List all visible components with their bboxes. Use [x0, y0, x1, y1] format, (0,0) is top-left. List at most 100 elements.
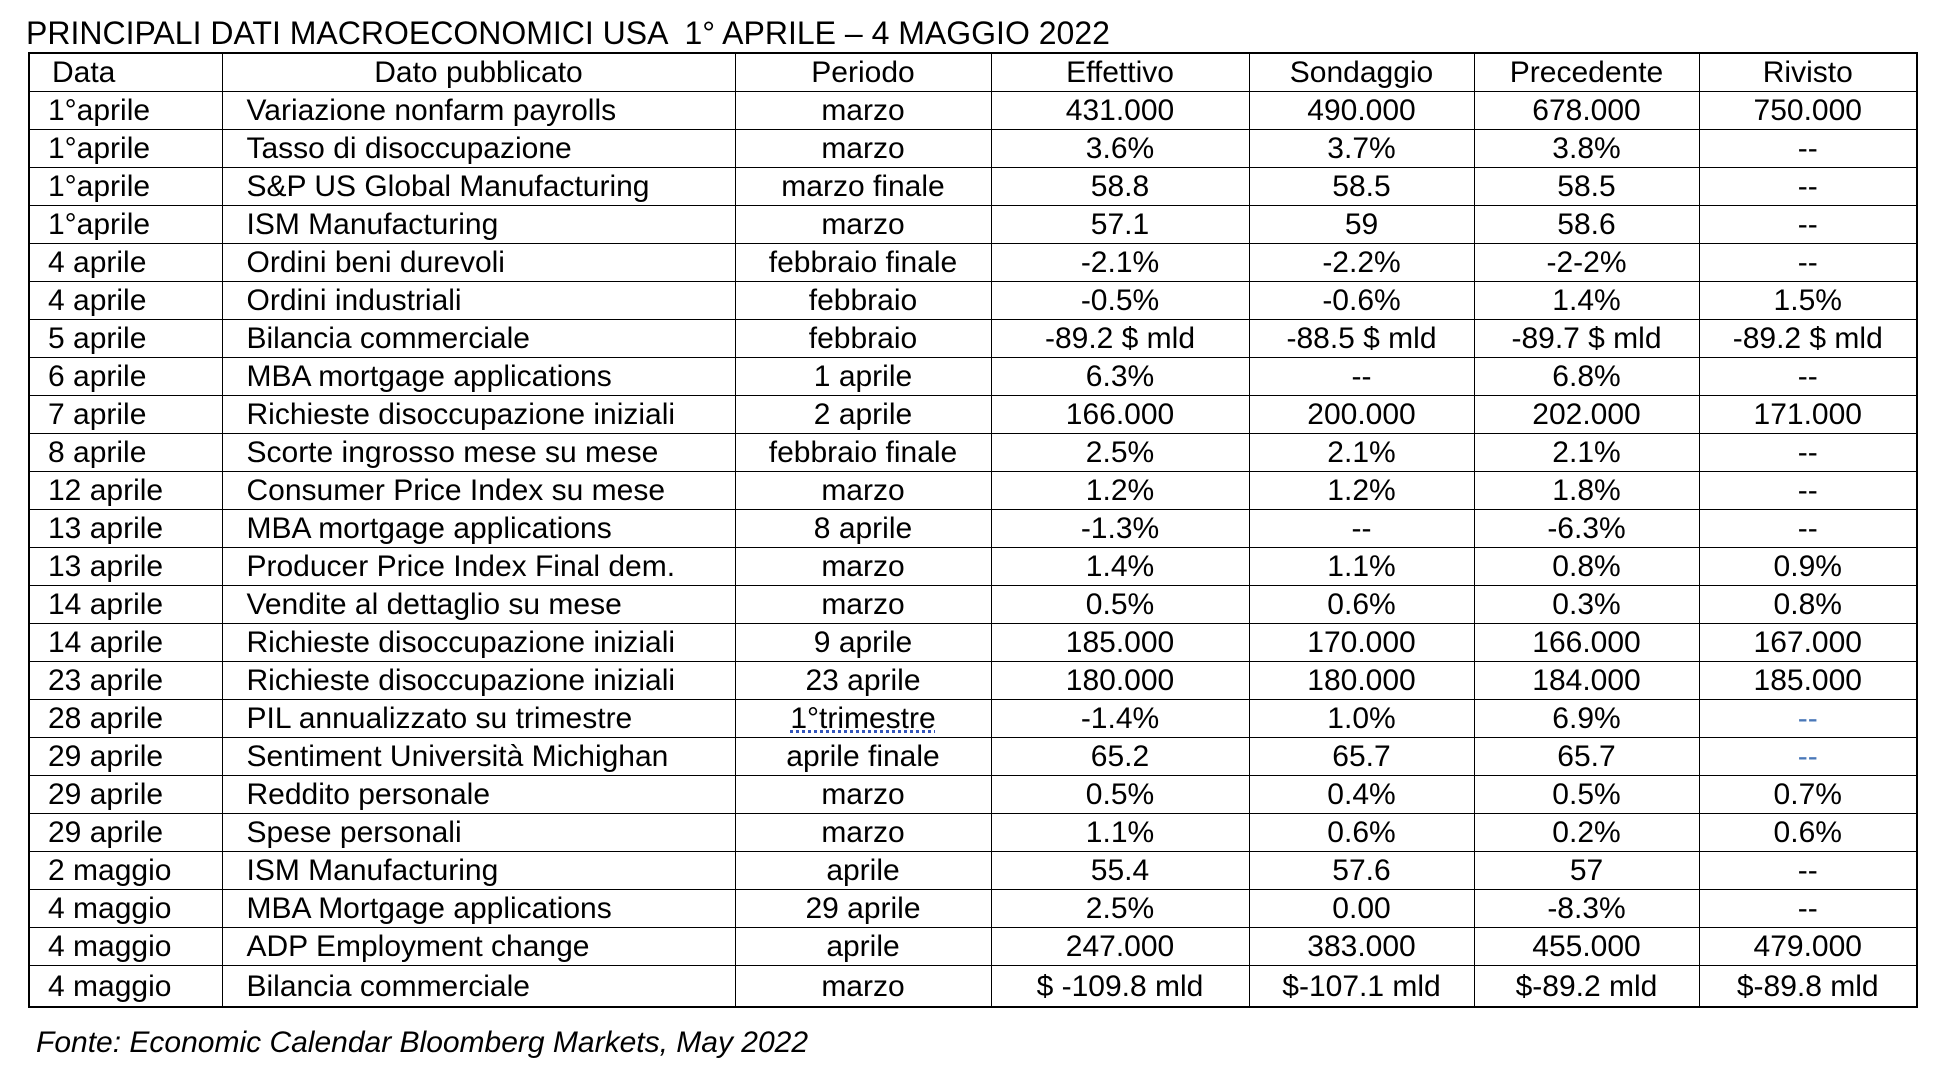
- source-note: Fonte: Economic Calendar Bloomberg Marke…: [36, 1026, 809, 1059]
- cell-dato-pubblicato: Tasso di disoccupazione: [221, 129, 736, 168]
- cell-dato-pubblicato: MBA Mortgage applications: [221, 889, 736, 928]
- cell-effettivo: 247.000: [990, 927, 1250, 966]
- table-row: 5 aprile Bilancia commerciale febbraio -89.…: [28, 319, 1918, 358]
- cell-sondaggio: 1.0%: [1248, 699, 1475, 738]
- cell-data: 12 aprile: [28, 471, 223, 510]
- cell-periodo: marzo: [734, 813, 992, 852]
- cell-dato-pubblicato: Richieste disoccupazione iniziali: [221, 623, 736, 662]
- cell-rivisto: 479.000: [1698, 927, 1918, 966]
- cell-sondaggio: 200.000: [1248, 395, 1475, 434]
- cell-effettivo: -2.1%: [990, 243, 1250, 282]
- cell-rivisto: --: [1698, 433, 1918, 472]
- header-precedente: Precedente: [1473, 52, 1700, 92]
- cell-sondaggio: -0.6%: [1248, 281, 1475, 320]
- cell-effettivo: 6.3%: [990, 357, 1250, 396]
- cell-periodo: 9 aprile: [734, 623, 992, 662]
- cell-dato-pubblicato: Scorte ingrosso mese su mese: [221, 433, 736, 472]
- cell-rivisto: --: [1698, 889, 1918, 928]
- cell-periodo: aprile: [734, 851, 992, 890]
- cell-sondaggio: 0.6%: [1248, 813, 1475, 852]
- cell-effettivo: 185.000: [990, 623, 1250, 662]
- cell-precedente: 3.8%: [1473, 129, 1700, 168]
- table-row: 1°aprile Variazione nonfarm payrolls marzo…: [28, 91, 1918, 130]
- cell-effettivo: 1.2%: [990, 471, 1250, 510]
- table-row: 13 aprile Producer Price Index Final dem.…: [28, 547, 1918, 586]
- cell-periodo: febbraio: [734, 281, 992, 320]
- cell-sondaggio: 180.000: [1248, 661, 1475, 700]
- table-row: 1°aprile S&P US Global Manufacturing marzo…: [28, 167, 1918, 206]
- cell-rivisto: 0.9%: [1698, 547, 1918, 586]
- cell-data: 1°aprile: [28, 129, 223, 168]
- cell-precedente: $-89.2 mld: [1473, 965, 1700, 1008]
- cell-data: 29 aprile: [28, 775, 223, 814]
- cell-effettivo: 431.000: [990, 91, 1250, 130]
- cell-periodo: febbraio finale: [734, 243, 992, 282]
- cell-data: 14 aprile: [28, 623, 223, 662]
- cell-sondaggio: 2.1%: [1248, 433, 1475, 472]
- cell-rivisto: 167.000: [1698, 623, 1918, 662]
- cell-precedente: 0.8%: [1473, 547, 1700, 586]
- cell-effettivo: 55.4: [990, 851, 1250, 890]
- cell-periodo: 8 aprile: [734, 509, 992, 548]
- cell-data: 4 maggio: [28, 927, 223, 966]
- table-row: 1°aprile Tasso di disoccupazione marzo 3.6%…: [28, 129, 1918, 168]
- cell-periodo: aprile: [734, 927, 992, 966]
- macro-data-table: Data Dato pubblicato Periodo Effettivo S…: [28, 52, 1918, 1008]
- header-data: Data: [28, 52, 223, 92]
- table-row: 4 maggio Bilancia commerciale marzo $ -109.…: [28, 965, 1918, 1008]
- cell-periodo: 23 aprile: [734, 661, 992, 700]
- cell-precedente: 2.1%: [1473, 433, 1700, 472]
- cell-periodo: marzo: [734, 547, 992, 586]
- cell-precedente: 6.8%: [1473, 357, 1700, 396]
- cell-effettivo: 166.000: [990, 395, 1250, 434]
- cell-effettivo: 2.5%: [990, 889, 1250, 928]
- cell-sondaggio: -2.2%: [1248, 243, 1475, 282]
- cell-periodo: febbraio finale: [734, 433, 992, 472]
- cell-periodo: marzo: [734, 471, 992, 510]
- header-periodo: Periodo: [734, 52, 992, 92]
- cell-sondaggio: 490.000: [1248, 91, 1475, 130]
- cell-rivisto: 1.5%: [1698, 281, 1918, 320]
- cell-periodo: marzo: [734, 205, 992, 244]
- cell-data: 1°aprile: [28, 167, 223, 206]
- cell-data: 13 aprile: [28, 547, 223, 586]
- cell-dato-pubblicato: Producer Price Index Final dem.: [221, 547, 736, 586]
- cell-periodo: marzo: [734, 91, 992, 130]
- cell-data: 6 aprile: [28, 357, 223, 396]
- cell-effettivo: 57.1: [990, 205, 1250, 244]
- table-row: 13 aprile MBA mortgage applications 8 apri…: [28, 509, 1918, 548]
- cell-rivisto: 171.000: [1698, 395, 1918, 434]
- cell-rivisto: --: [1698, 205, 1918, 244]
- cell-dato-pubblicato: Richieste disoccupazione iniziali: [221, 395, 736, 434]
- table-row: 4 maggio ADP Employment change aprile 247.0…: [28, 927, 1918, 966]
- cell-dato-pubblicato: S&P US Global Manufacturing: [221, 167, 736, 206]
- cell-effettivo: -1.4%: [990, 699, 1250, 738]
- table-row: 14 aprile Richieste disoccupazione inizia…: [28, 623, 1918, 662]
- cell-effettivo: -0.5%: [990, 281, 1250, 320]
- cell-periodo: 29 aprile: [734, 889, 992, 928]
- cell-precedente: 678.000: [1473, 91, 1700, 130]
- cell-dato-pubblicato: Ordini beni durevoli: [221, 243, 736, 282]
- table-row: 8 aprile Scorte ingrosso mese su mese febb…: [28, 433, 1918, 472]
- cell-dato-pubblicato: Spese personali: [221, 813, 736, 852]
- cell-dato-pubblicato: Consumer Price Index su mese: [221, 471, 736, 510]
- cell-effettivo: 58.8: [990, 167, 1250, 206]
- cell-rivisto: --: [1698, 509, 1918, 548]
- table-row: 7 aprile Richieste disoccupazione inizial…: [28, 395, 1918, 434]
- cell-precedente: 0.3%: [1473, 585, 1700, 624]
- table-row: 12 aprile Consumer Price Index su mese mar…: [28, 471, 1918, 510]
- cell-effettivo: 65.2: [990, 737, 1250, 776]
- cell-precedente: 0.5%: [1473, 775, 1700, 814]
- table-row: 6 aprile MBA mortgage applications 1 april…: [28, 357, 1918, 396]
- cell-periodo: 1°trimestre: [734, 699, 992, 738]
- cell-data: 1°aprile: [28, 91, 223, 130]
- cell-periodo: marzo: [734, 775, 992, 814]
- cell-data: 28 aprile: [28, 699, 223, 738]
- cell-periodo: aprile finale: [734, 737, 992, 776]
- cell-precedente: 1.4%: [1473, 281, 1700, 320]
- cell-effettivo: 1.4%: [990, 547, 1250, 586]
- cell-effettivo: 3.6%: [990, 129, 1250, 168]
- cell-sondaggio: -88.5 $ mld: [1248, 319, 1475, 358]
- cell-effettivo: 180.000: [990, 661, 1250, 700]
- cell-sondaggio: 0.4%: [1248, 775, 1475, 814]
